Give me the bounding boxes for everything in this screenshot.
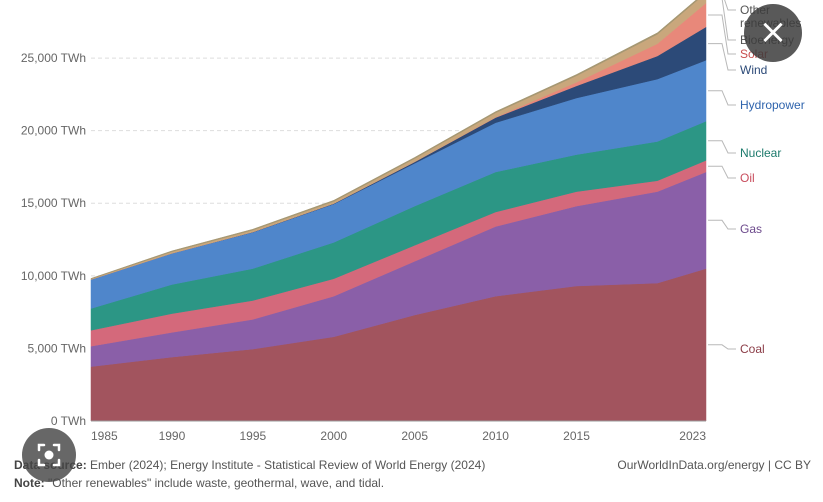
x-tick-label: 2000 xyxy=(320,429,347,443)
y-tick-label: 25,000 TWh xyxy=(21,51,86,65)
y-tick-label: 15,000 TWh xyxy=(21,196,86,210)
y-tick-label: 5,000 TWh xyxy=(28,341,86,355)
leader-line xyxy=(708,165,736,179)
leader-line xyxy=(708,140,736,154)
leader-line xyxy=(708,344,736,350)
leader-line xyxy=(708,43,736,71)
leader-line xyxy=(708,14,736,55)
note-line: Note: "Other renewables" include waste, … xyxy=(14,476,811,490)
y-tick-label: 10,000 TWh xyxy=(21,269,86,283)
series-label-coal: Coal xyxy=(740,342,765,356)
x-tick-label: 2005 xyxy=(401,429,428,443)
leader-line xyxy=(708,219,736,230)
close-button[interactable]: × xyxy=(744,4,802,62)
series-label-gas: Gas xyxy=(740,222,762,236)
close-icon: × xyxy=(758,12,788,52)
series-label-oil: Oil xyxy=(740,171,755,185)
y-axis: 0 TWh 5,000 TWh 10,000 TWh 15,000 TWh 20,000… xyxy=(21,51,86,428)
leader-line xyxy=(708,90,736,106)
series-label-nuclear: Nuclear xyxy=(740,146,781,160)
x-tick-label: 1995 xyxy=(239,429,266,443)
lens-button[interactable] xyxy=(22,428,76,482)
x-tick-label: 2015 xyxy=(563,429,590,443)
lens-icon xyxy=(37,443,61,467)
leader-line xyxy=(724,0,736,11)
series-label-wind: Wind xyxy=(740,63,767,77)
x-tick-label: 2010 xyxy=(482,429,509,443)
leader-line xyxy=(721,0,736,41)
y-tick-label: 20,000 TWh xyxy=(21,124,86,138)
areas xyxy=(90,0,707,422)
x-tick-label: 1985 xyxy=(91,429,118,443)
x-axis: 1985 1990 1995 2000 2005 2010 2015 2023 xyxy=(91,420,706,443)
area-other-renewables xyxy=(90,0,699,280)
note-text: "Other renewables" include waste, geothe… xyxy=(44,476,385,490)
credit-link[interactable]: OurWorldInData.org/energy | CC BY xyxy=(617,458,811,472)
series-label-hydropower: Hydropower xyxy=(740,98,805,112)
x-tick-label: 2023 xyxy=(679,429,706,443)
y-tick-label: 0 TWh xyxy=(51,414,86,428)
data-source-text: Ember (2024); Energy Institute - Statist… xyxy=(86,458,486,472)
x-tick-label: 1990 xyxy=(159,429,186,443)
